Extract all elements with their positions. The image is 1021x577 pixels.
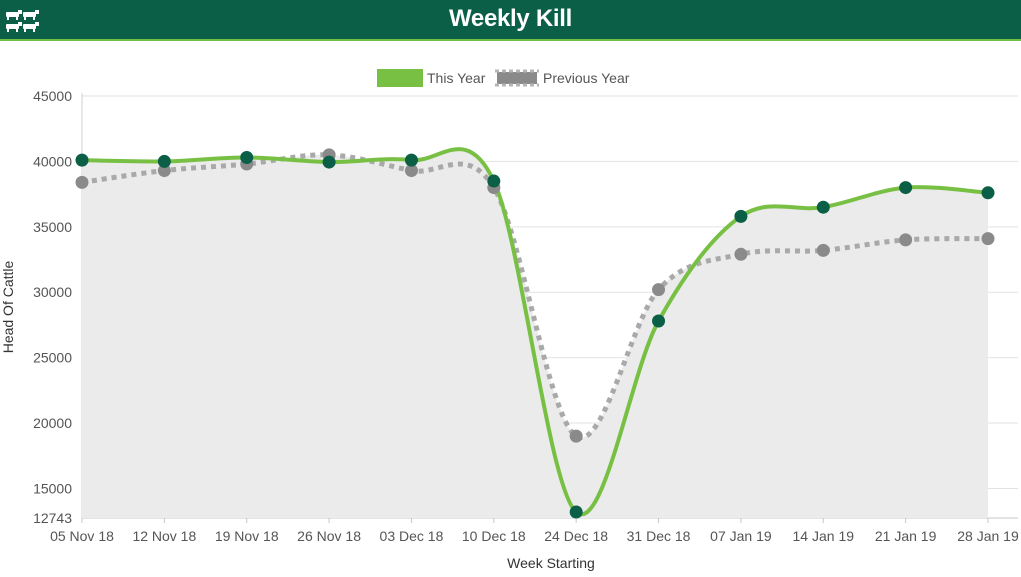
data-point-previous-year[interactable] <box>981 232 995 246</box>
header-bar: Weekly Kill <box>0 0 1021 41</box>
data-point-this-year[interactable] <box>981 186 995 200</box>
data-point-previous-year[interactable] <box>816 243 830 257</box>
legend: This Year Previous Year <box>377 69 630 87</box>
line-chart: 12743 15000 20000 25000 30000 35000 40000 45000… <box>0 69 1019 571</box>
x-tick-label: 26 Nov 18 <box>297 528 361 544</box>
legend-swatch-this-year <box>377 69 423 87</box>
y-tick-label: 25000 <box>33 350 72 366</box>
data-point-this-year[interactable] <box>487 174 501 188</box>
x-tick-label: 07 Jan 19 <box>710 528 772 544</box>
x-tick-label: 10 Dec 18 <box>462 528 526 544</box>
data-point-this-year[interactable] <box>75 153 89 167</box>
data-point-this-year[interactable] <box>816 200 830 214</box>
x-axis-title: Week Starting <box>507 555 595 571</box>
x-tick-label: 28 Jan 19 <box>957 528 1019 544</box>
data-point-this-year[interactable] <box>157 154 171 168</box>
data-point-this-year[interactable] <box>322 155 336 169</box>
y-tick-label: 20000 <box>33 415 72 431</box>
area-fill-this-year <box>82 149 988 518</box>
x-tick-label: 31 Dec 18 <box>627 528 691 544</box>
x-tick-label: 12 Nov 18 <box>132 528 196 544</box>
data-point-previous-year[interactable] <box>734 247 748 261</box>
data-point-this-year[interactable] <box>899 181 913 195</box>
y-tick-label: 30000 <box>33 284 72 300</box>
markers <box>75 148 995 519</box>
data-point-previous-year[interactable] <box>899 233 913 247</box>
x-tick-label: 24 Dec 18 <box>544 528 608 544</box>
y-tick-label: 15000 <box>33 480 72 496</box>
y-tick-label: 45000 <box>33 88 72 104</box>
data-point-this-year[interactable] <box>569 505 583 519</box>
legend-label-this-year[interactable]: This Year <box>427 70 486 86</box>
data-point-this-year[interactable] <box>404 153 418 167</box>
y-axis-title: Head Of Cattle <box>0 260 16 353</box>
x-tick-label: 21 Jan 19 <box>875 528 937 544</box>
data-point-this-year[interactable] <box>734 209 748 223</box>
data-point-this-year[interactable] <box>240 150 254 164</box>
x-tick-label: 03 Dec 18 <box>380 528 444 544</box>
cattle-icon <box>6 10 39 32</box>
legend-label-previous-year[interactable]: Previous Year <box>543 70 630 86</box>
y-tick-label: 40000 <box>33 153 72 169</box>
data-point-this-year[interactable] <box>652 314 666 328</box>
axes: 12743 15000 20000 25000 30000 35000 40000 45000… <box>33 88 1019 544</box>
chart-title: Weekly Kill <box>449 5 572 32</box>
data-point-previous-year[interactable] <box>157 164 171 178</box>
data-point-previous-year[interactable] <box>652 283 666 297</box>
legend-swatch-previous-year <box>497 72 537 84</box>
y-tick-label: 35000 <box>33 219 72 235</box>
x-tick-label: 14 Jan 19 <box>793 528 855 544</box>
data-point-previous-year[interactable] <box>75 175 89 189</box>
y-tick-label: 12743 <box>33 510 72 526</box>
x-tick-label: 05 Nov 18 <box>50 528 114 544</box>
data-point-previous-year[interactable] <box>404 164 418 178</box>
x-tick-label: 19 Nov 18 <box>215 528 279 544</box>
data-point-previous-year[interactable] <box>569 429 583 443</box>
